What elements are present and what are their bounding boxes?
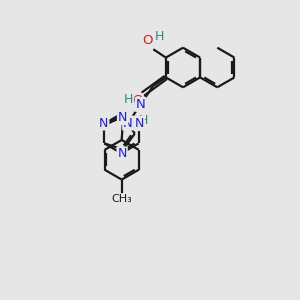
Text: CH₃: CH₃ (111, 194, 132, 204)
Text: N: N (99, 116, 108, 130)
Text: N: N (135, 117, 144, 130)
Text: H: H (155, 29, 164, 43)
Text: H: H (138, 113, 148, 127)
Text: N: N (136, 98, 146, 111)
Text: N: N (118, 111, 127, 124)
Text: O: O (142, 34, 153, 47)
Text: O: O (132, 94, 142, 107)
Text: N: N (123, 116, 133, 130)
Text: H: H (123, 92, 133, 106)
Text: N: N (117, 147, 127, 161)
